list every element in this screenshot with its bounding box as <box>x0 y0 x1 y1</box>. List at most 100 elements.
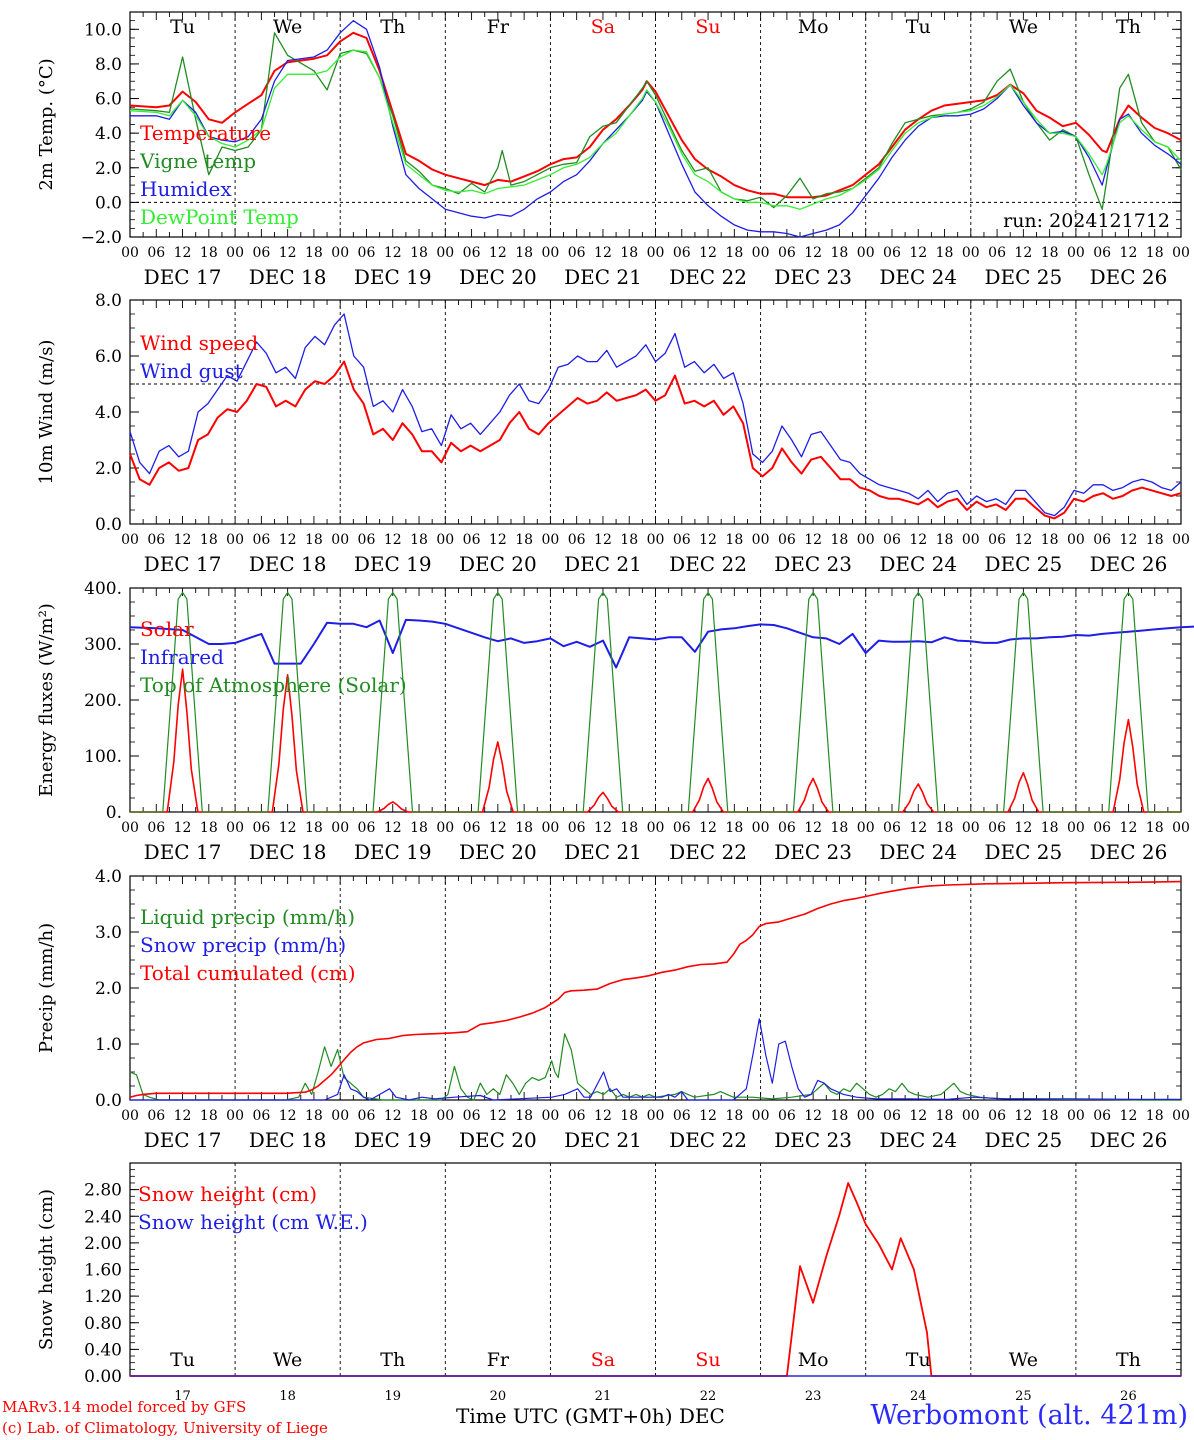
hour-tick-label: 18 <box>1041 245 1059 261</box>
y-tick-label: 4.0 <box>95 403 122 423</box>
y-tick-label: 2.40 <box>84 1207 122 1227</box>
date-label: DEC 18 <box>249 265 327 289</box>
y-tick-label: 2.80 <box>84 1181 122 1201</box>
legend-entry: Infrared <box>140 645 224 669</box>
y-tick-label: 1.20 <box>84 1287 122 1307</box>
hour-tick-label: 18 <box>620 820 638 836</box>
date-label: DEC 26 <box>1090 265 1168 289</box>
lab-credit: (c) Lab. of Climatology, University of L… <box>2 1419 328 1437</box>
date-label: DEC 25 <box>984 840 1062 864</box>
hour-tick-label: 06 <box>883 245 901 261</box>
legend-entry: DewPoint Temp <box>140 205 299 229</box>
day-number-label: 20 <box>490 1389 507 1404</box>
date-label: DEC 24 <box>879 840 957 864</box>
hour-tick-label: 00 <box>331 820 349 836</box>
weekday-label: Th <box>380 1349 405 1371</box>
y-tick-label: 6.0 <box>95 347 122 367</box>
y-tick-label: 1.60 <box>84 1261 122 1281</box>
hour-tick-label: 06 <box>1093 532 1111 548</box>
y-tick-label: 6.0 <box>95 90 122 110</box>
hour-tick-label: 00 <box>1172 820 1190 836</box>
hour-tick-label: 12 <box>1014 1108 1032 1124</box>
plot-frame <box>129 587 1182 813</box>
date-label: DEC 25 <box>984 1128 1062 1152</box>
hour-tick-label: 06 <box>778 532 796 548</box>
y-tick-label: 8.0 <box>95 55 122 75</box>
hour-tick-label: 12 <box>909 532 927 548</box>
day-number-label: 25 <box>1015 1389 1032 1404</box>
date-label: DEC 23 <box>774 265 852 289</box>
weekday-label: We <box>1009 16 1038 38</box>
hour-tick-label: 00 <box>121 1108 139 1124</box>
hour-tick-label: 18 <box>1041 532 1059 548</box>
hour-tick-label: 00 <box>436 820 454 836</box>
hour-tick-label: 00 <box>962 245 980 261</box>
hour-tick-label: 00 <box>752 245 770 261</box>
y-tick-label: 3.0 <box>95 923 122 943</box>
hour-tick-label: 18 <box>305 1108 323 1124</box>
date-label: DEC 23 <box>774 840 852 864</box>
hour-tick-label: 18 <box>1146 1108 1164 1124</box>
hour-tick-label: 06 <box>252 532 270 548</box>
date-label: DEC 24 <box>879 1128 957 1152</box>
y-tick-label: 2.0 <box>95 459 122 479</box>
day-number-label: 22 <box>700 1389 717 1404</box>
date-label: DEC 22 <box>669 265 747 289</box>
y-axis-label: Snow height (cm) <box>36 1189 57 1350</box>
hour-tick-label: 00 <box>752 532 770 548</box>
hour-tick-label: 00 <box>1172 532 1190 548</box>
date-label: DEC 26 <box>1090 552 1168 576</box>
hour-tick-label: 18 <box>305 820 323 836</box>
legend-entry: Liquid precip (mm/h) <box>140 905 355 929</box>
y-axis-label: 2m Temp. (°C) <box>36 58 57 190</box>
y-axis-label: Energy fluxes (W/m²) <box>36 603 57 797</box>
hour-tick-label: 00 <box>541 820 559 836</box>
hour-tick-label: 18 <box>725 245 743 261</box>
y-tick-label: 400. <box>84 579 122 599</box>
date-label: DEC 19 <box>354 265 432 289</box>
date-label: DEC 25 <box>984 265 1062 289</box>
hour-tick-label: 06 <box>463 245 481 261</box>
hour-tick-label: 18 <box>410 532 428 548</box>
date-label: DEC 18 <box>249 1128 327 1152</box>
hour-tick-label: 06 <box>463 820 481 836</box>
hour-tick-label: 18 <box>1146 245 1164 261</box>
legend-entry: Temperature <box>140 121 271 145</box>
hour-tick-label: 18 <box>1041 820 1059 836</box>
y-tick-label: −2.0 <box>81 228 122 248</box>
y-tick-label: 10.0 <box>84 20 122 40</box>
date-label: DEC 18 <box>249 552 327 576</box>
date-label: DEC 26 <box>1090 1128 1168 1152</box>
date-label: DEC 19 <box>354 552 432 576</box>
hour-tick-label: 00 <box>962 1108 980 1124</box>
hour-tick-label: 18 <box>1146 820 1164 836</box>
date-label: DEC 17 <box>144 840 222 864</box>
hour-tick-label: 06 <box>673 1108 691 1124</box>
hour-tick-label: 06 <box>988 532 1006 548</box>
hour-tick-label: 12 <box>279 532 297 548</box>
chart-panel-3: 0. 100. 200. 300. 400. Energy fluxes (W/m²) So… <box>36 579 1194 864</box>
hour-tick-label: 00 <box>752 820 770 836</box>
legend-entry: Snow precip (mm/h) <box>140 933 346 957</box>
hour-tick-label: 18 <box>936 532 954 548</box>
date-label: DEC 23 <box>774 1128 852 1152</box>
hour-tick-label: 12 <box>1120 532 1138 548</box>
hour-tick-label: 00 <box>1172 245 1190 261</box>
weekday-label: Fr <box>487 16 510 38</box>
series-line-3 <box>129 880 1182 1098</box>
hour-tick-label: 12 <box>804 532 822 548</box>
hour-tick-label: 06 <box>147 1108 165 1124</box>
hour-tick-label: 06 <box>1093 245 1111 261</box>
hour-tick-label: 00 <box>962 532 980 548</box>
hour-tick-label: 12 <box>174 820 192 836</box>
legend-entry: Wind speed <box>140 331 258 355</box>
hour-tick-label: 12 <box>1014 532 1032 548</box>
hour-tick-label: 18 <box>936 245 954 261</box>
hour-tick-label: 00 <box>226 1108 244 1124</box>
y-tick-label: 0. <box>106 803 122 823</box>
hour-tick-label: 12 <box>384 245 402 261</box>
weekday-label: Tu <box>906 16 931 38</box>
weekday-label: Sa <box>591 1349 615 1371</box>
hour-tick-label: 12 <box>699 1108 717 1124</box>
